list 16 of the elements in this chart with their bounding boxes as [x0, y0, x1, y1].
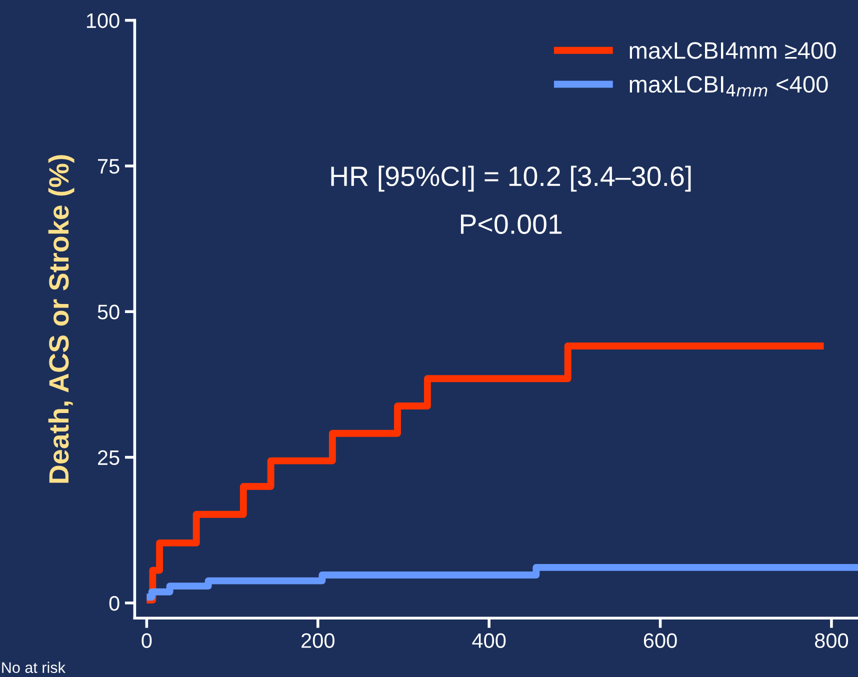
legend-label: maxLCBI4mm ≥400: [630, 42, 836, 59]
annotation: P<0.001: [460, 214, 562, 234]
y-tick-label: 50: [98, 304, 120, 320]
x-tick-label: 0: [142, 633, 152, 648]
y-axis-title: Death, ACS or Stroke (%): [48, 155, 74, 483]
legend-label: maxLCBI$_{4mm}$ <400: [630, 76, 828, 96]
y-tick-label: 100: [86, 13, 120, 28]
x-tick-label: 600: [644, 633, 677, 648]
y-tick-label: 75: [98, 159, 120, 174]
x-tick-label: 400: [472, 633, 506, 648]
y-tick-label: 25: [98, 450, 120, 466]
y-tick-label: 0: [109, 596, 120, 611]
text: No at risk: [2, 662, 66, 674]
x-tick-label: 800: [814, 633, 848, 648]
x-tick-label: 200: [302, 633, 334, 648]
annotation: HR [95%CI] = 10.2 [3.4–30.6]: [331, 166, 691, 192]
